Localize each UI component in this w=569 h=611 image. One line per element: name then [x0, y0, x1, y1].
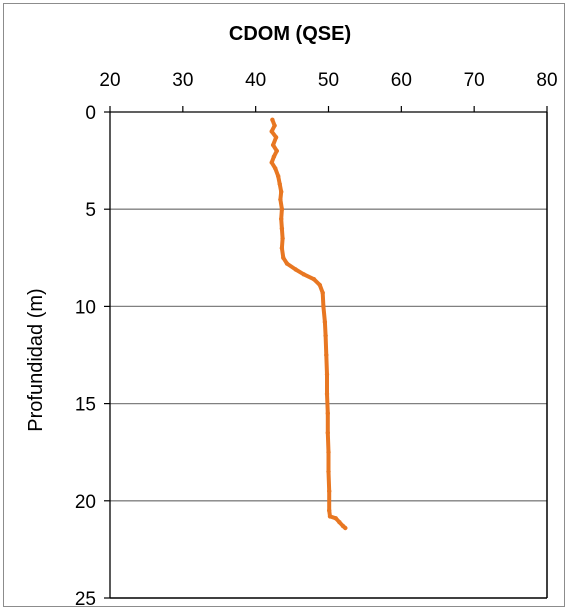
data-point-0-24	[321, 291, 325, 295]
data-point-0-2	[270, 129, 274, 133]
y-axis-label: Profundidad (m)	[25, 288, 47, 431]
data-point-0-10	[278, 182, 282, 186]
data-point-0-18	[281, 256, 285, 260]
data-point-0-21	[302, 272, 306, 276]
data-point-0-1	[272, 123, 276, 127]
data-point-0-23	[318, 283, 322, 287]
x-tick-label-30: 30	[172, 70, 193, 91]
y-tick-label-15: 15	[75, 395, 96, 416]
data-point-0-17	[280, 246, 284, 250]
data-point-0-27	[323, 333, 327, 337]
y-tick-label-5: 5	[85, 200, 96, 221]
x-tick-label-80: 80	[536, 70, 557, 91]
data-point-0-20	[294, 267, 298, 271]
data-point-0-33	[326, 450, 330, 454]
series-layer	[270, 118, 348, 531]
data-point-0-36	[327, 508, 331, 512]
data-point-0-15	[280, 226, 284, 230]
data-point-0-5	[275, 149, 279, 153]
x-tick-label-70: 70	[464, 70, 485, 91]
y-tick-label-25: 25	[75, 589, 96, 610]
x-tick-label-20: 20	[99, 70, 120, 91]
data-point-0-30	[325, 392, 329, 396]
y-tick-label-0: 0	[85, 103, 96, 124]
data-point-0-8	[273, 166, 277, 170]
data-point-0-35	[327, 489, 331, 493]
data-point-0-31	[326, 411, 330, 415]
chart-title: CDOM (QSE)	[229, 23, 351, 45]
data-point-0-11	[279, 190, 283, 194]
data-point-0-25	[321, 304, 325, 308]
x-tick-label-40: 40	[245, 70, 266, 91]
data-point-0-16	[280, 236, 284, 240]
data-point-0-26	[323, 320, 327, 324]
y-tick-label-20: 20	[75, 492, 96, 513]
data-point-0-37	[328, 514, 332, 518]
data-point-0-0	[270, 118, 274, 122]
data-point-0-28	[324, 353, 328, 357]
data-point-0-38	[334, 516, 338, 520]
data-point-0-14	[279, 217, 283, 221]
data-point-0-9	[276, 174, 280, 178]
data-point-0-6	[272, 155, 276, 159]
data-point-0-41	[343, 526, 347, 530]
data-point-0-3	[274, 135, 278, 139]
data-point-0-19	[285, 261, 289, 265]
data-point-0-34	[326, 469, 330, 473]
data-point-0-22	[312, 277, 316, 281]
x-tick-label-60: 60	[391, 70, 412, 91]
data-point-0-4	[271, 143, 275, 147]
data-point-0-32	[326, 431, 330, 435]
x-tick-label-50: 50	[318, 70, 339, 91]
y-tick-label-10: 10	[75, 297, 96, 318]
axis-layer: 20 30 40 50 60 70 80 0 5 10 15 20 25	[75, 70, 558, 610]
data-point-0-7	[270, 160, 274, 164]
data-point-0-13	[280, 207, 284, 211]
data-point-0-29	[325, 372, 329, 376]
series-line-0	[272, 120, 346, 528]
data-point-0-12	[278, 197, 282, 201]
data-point-0-39	[337, 520, 341, 524]
